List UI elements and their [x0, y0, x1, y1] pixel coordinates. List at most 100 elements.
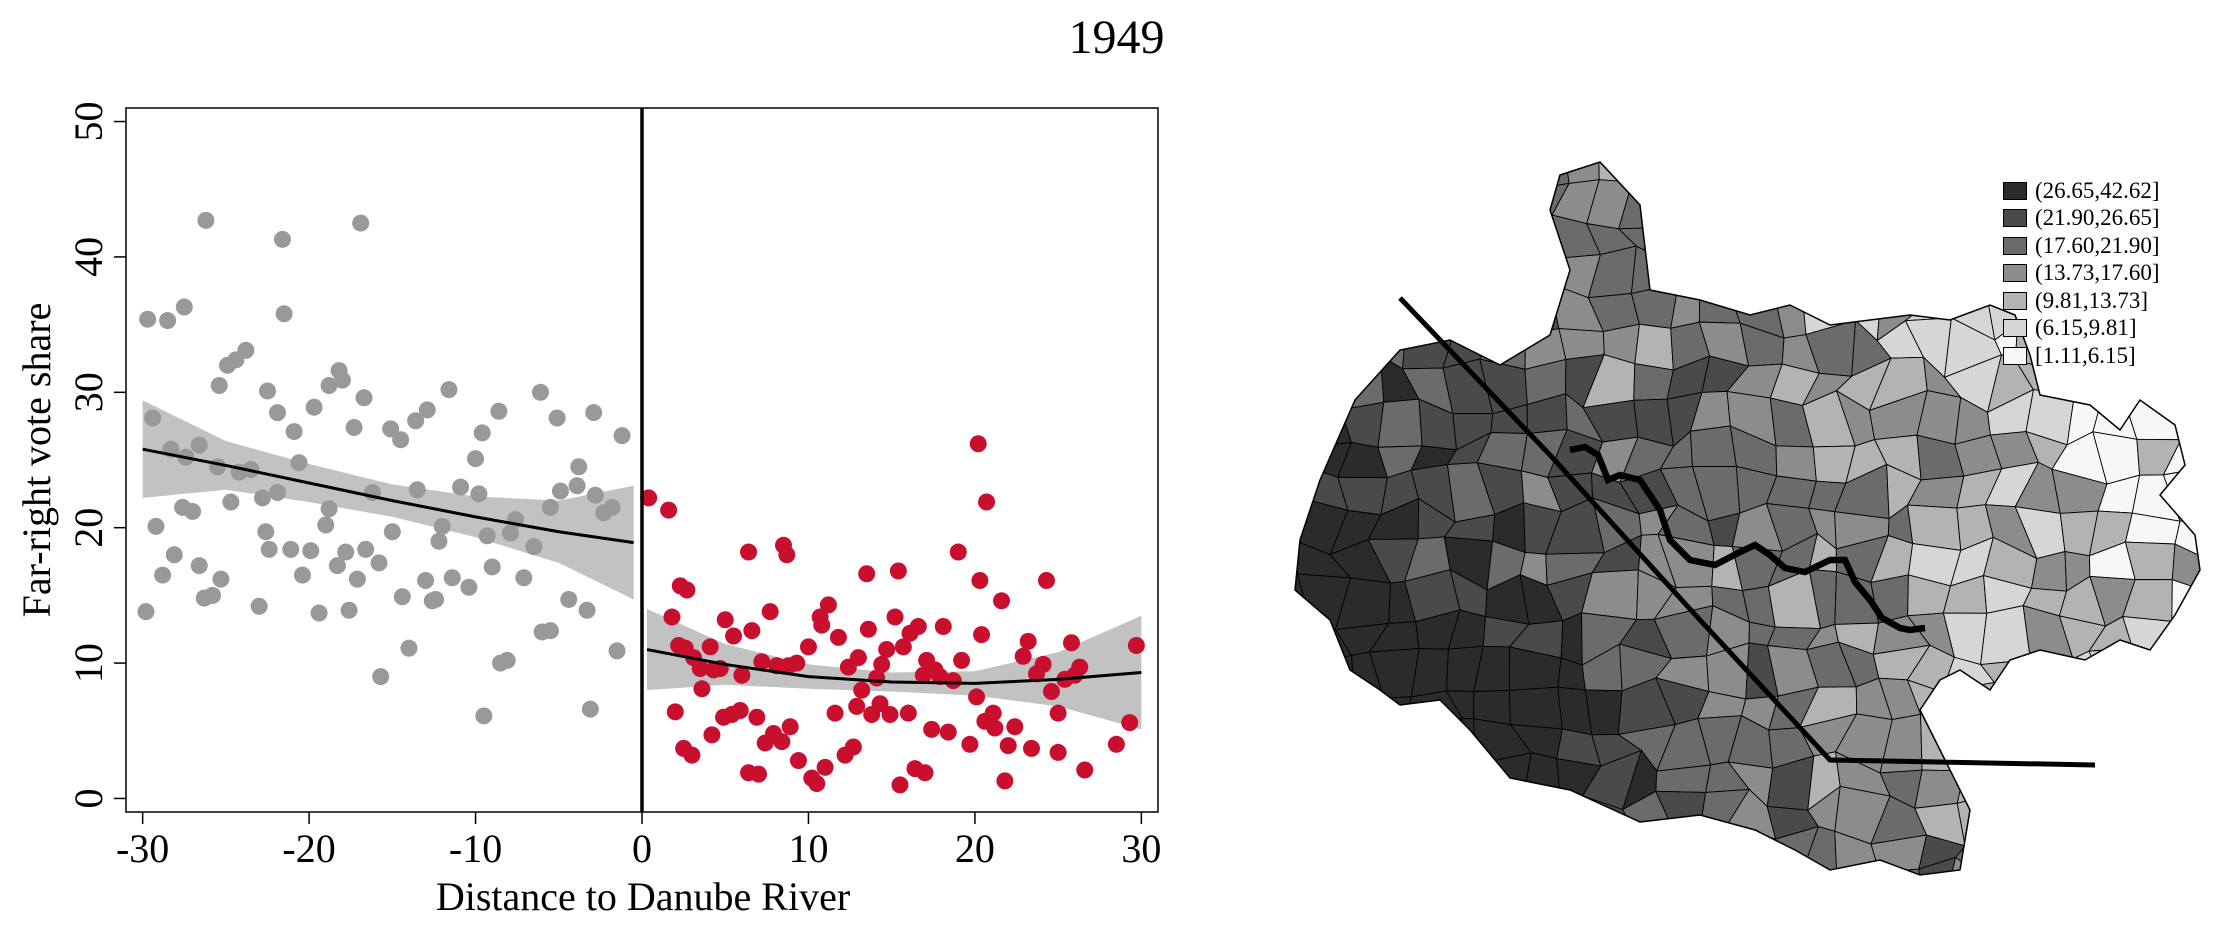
point-left	[372, 668, 390, 686]
point-left	[210, 377, 228, 395]
point-right	[1014, 647, 1032, 665]
map-district	[1944, 162, 2001, 198]
map-district	[1446, 789, 1477, 844]
point-right	[799, 638, 817, 656]
map-district	[1518, 860, 1569, 875]
map-district	[1309, 721, 1349, 759]
point-right	[701, 638, 719, 656]
map-district	[2059, 697, 2109, 739]
point-left	[393, 588, 411, 606]
point-left	[541, 622, 559, 640]
map-district	[1295, 869, 1315, 875]
point-right	[1049, 704, 1067, 722]
point-right	[993, 592, 1011, 610]
point-right	[1076, 761, 1094, 779]
map-district	[2177, 293, 2200, 333]
point-left	[467, 450, 485, 468]
point-left	[320, 500, 338, 518]
confidence-band-right	[646, 608, 1142, 730]
map-district	[1437, 185, 1490, 235]
point-left	[275, 305, 293, 323]
point-left	[581, 700, 599, 718]
map-district	[1368, 648, 1420, 699]
map-district	[1660, 209, 1703, 265]
point-right	[848, 697, 866, 715]
map-district	[1800, 174, 1859, 232]
map-district	[1331, 178, 1382, 233]
map-district	[1670, 282, 1701, 329]
map-district	[1473, 752, 1532, 811]
map-district	[1302, 221, 1347, 251]
map-district	[1347, 693, 1388, 723]
map-district	[2195, 833, 2200, 869]
point-left	[285, 423, 303, 441]
map-district	[1947, 218, 2001, 269]
figure-title: 1949	[1068, 11, 1165, 64]
map-district	[1915, 162, 1966, 198]
point-left	[570, 458, 588, 476]
map-district	[1301, 291, 1348, 341]
map-district	[1376, 838, 1421, 871]
map-district	[1377, 398, 1423, 448]
legend-item: (26.65,42.62]	[2003, 177, 2160, 205]
point-left	[541, 498, 559, 516]
point-right	[773, 733, 791, 751]
map-district	[1295, 757, 1316, 804]
point-right	[871, 695, 889, 713]
point-left	[147, 517, 165, 535]
point-left	[317, 516, 335, 534]
point-right	[693, 680, 711, 698]
point-right	[808, 775, 826, 793]
point-left	[370, 554, 388, 572]
map-district	[1295, 628, 1313, 667]
point-right	[1034, 655, 1052, 673]
map-district	[1634, 323, 1674, 371]
map-district	[2163, 715, 2200, 769]
map-district	[2196, 358, 2200, 412]
map-district	[2197, 256, 2200, 307]
map-district	[1560, 612, 1583, 666]
point-right	[999, 737, 1017, 755]
point-left	[430, 532, 448, 550]
map-district	[2205, 514, 2230, 558]
axis-ticks: -30 -20 -10 0 10 20 30 0 10 20 30 40 50	[66, 102, 1161, 871]
point-right	[894, 638, 912, 656]
point-left	[305, 398, 323, 416]
map-district	[2196, 319, 2200, 363]
map-district	[1852, 262, 1893, 304]
point-right	[949, 543, 967, 561]
map-district	[1623, 821, 1671, 875]
map-district	[2145, 821, 2171, 869]
point-left	[333, 371, 351, 389]
map-district	[1836, 871, 1893, 875]
map-district	[1381, 803, 1421, 843]
map-district	[1346, 335, 1391, 373]
map-district	[1295, 180, 1304, 233]
point-right	[1006, 718, 1024, 736]
point-right	[971, 571, 989, 589]
map-district	[1598, 162, 1642, 183]
map-district	[2048, 761, 2103, 800]
map-district	[1724, 250, 1779, 285]
point-right	[891, 776, 909, 794]
point-right	[889, 562, 907, 580]
point-right	[678, 581, 696, 599]
map-district	[2129, 753, 2181, 805]
x-tick-label: 20	[955, 826, 995, 871]
point-right	[789, 752, 807, 770]
map-district	[2135, 713, 2181, 769]
map-district	[1630, 245, 1680, 295]
point-left	[382, 420, 400, 438]
map-district	[1373, 162, 1425, 186]
map-district	[1419, 162, 1460, 190]
map-district	[1944, 195, 2001, 229]
map-district	[1401, 717, 1463, 771]
map-district	[1409, 841, 1456, 871]
point-left	[253, 489, 271, 507]
point-right	[968, 688, 986, 706]
map-district	[1437, 866, 1493, 875]
map-district	[1370, 712, 1426, 769]
map-district	[1764, 209, 1821, 266]
map-district	[2143, 692, 2172, 727]
map-district	[1295, 389, 1301, 449]
